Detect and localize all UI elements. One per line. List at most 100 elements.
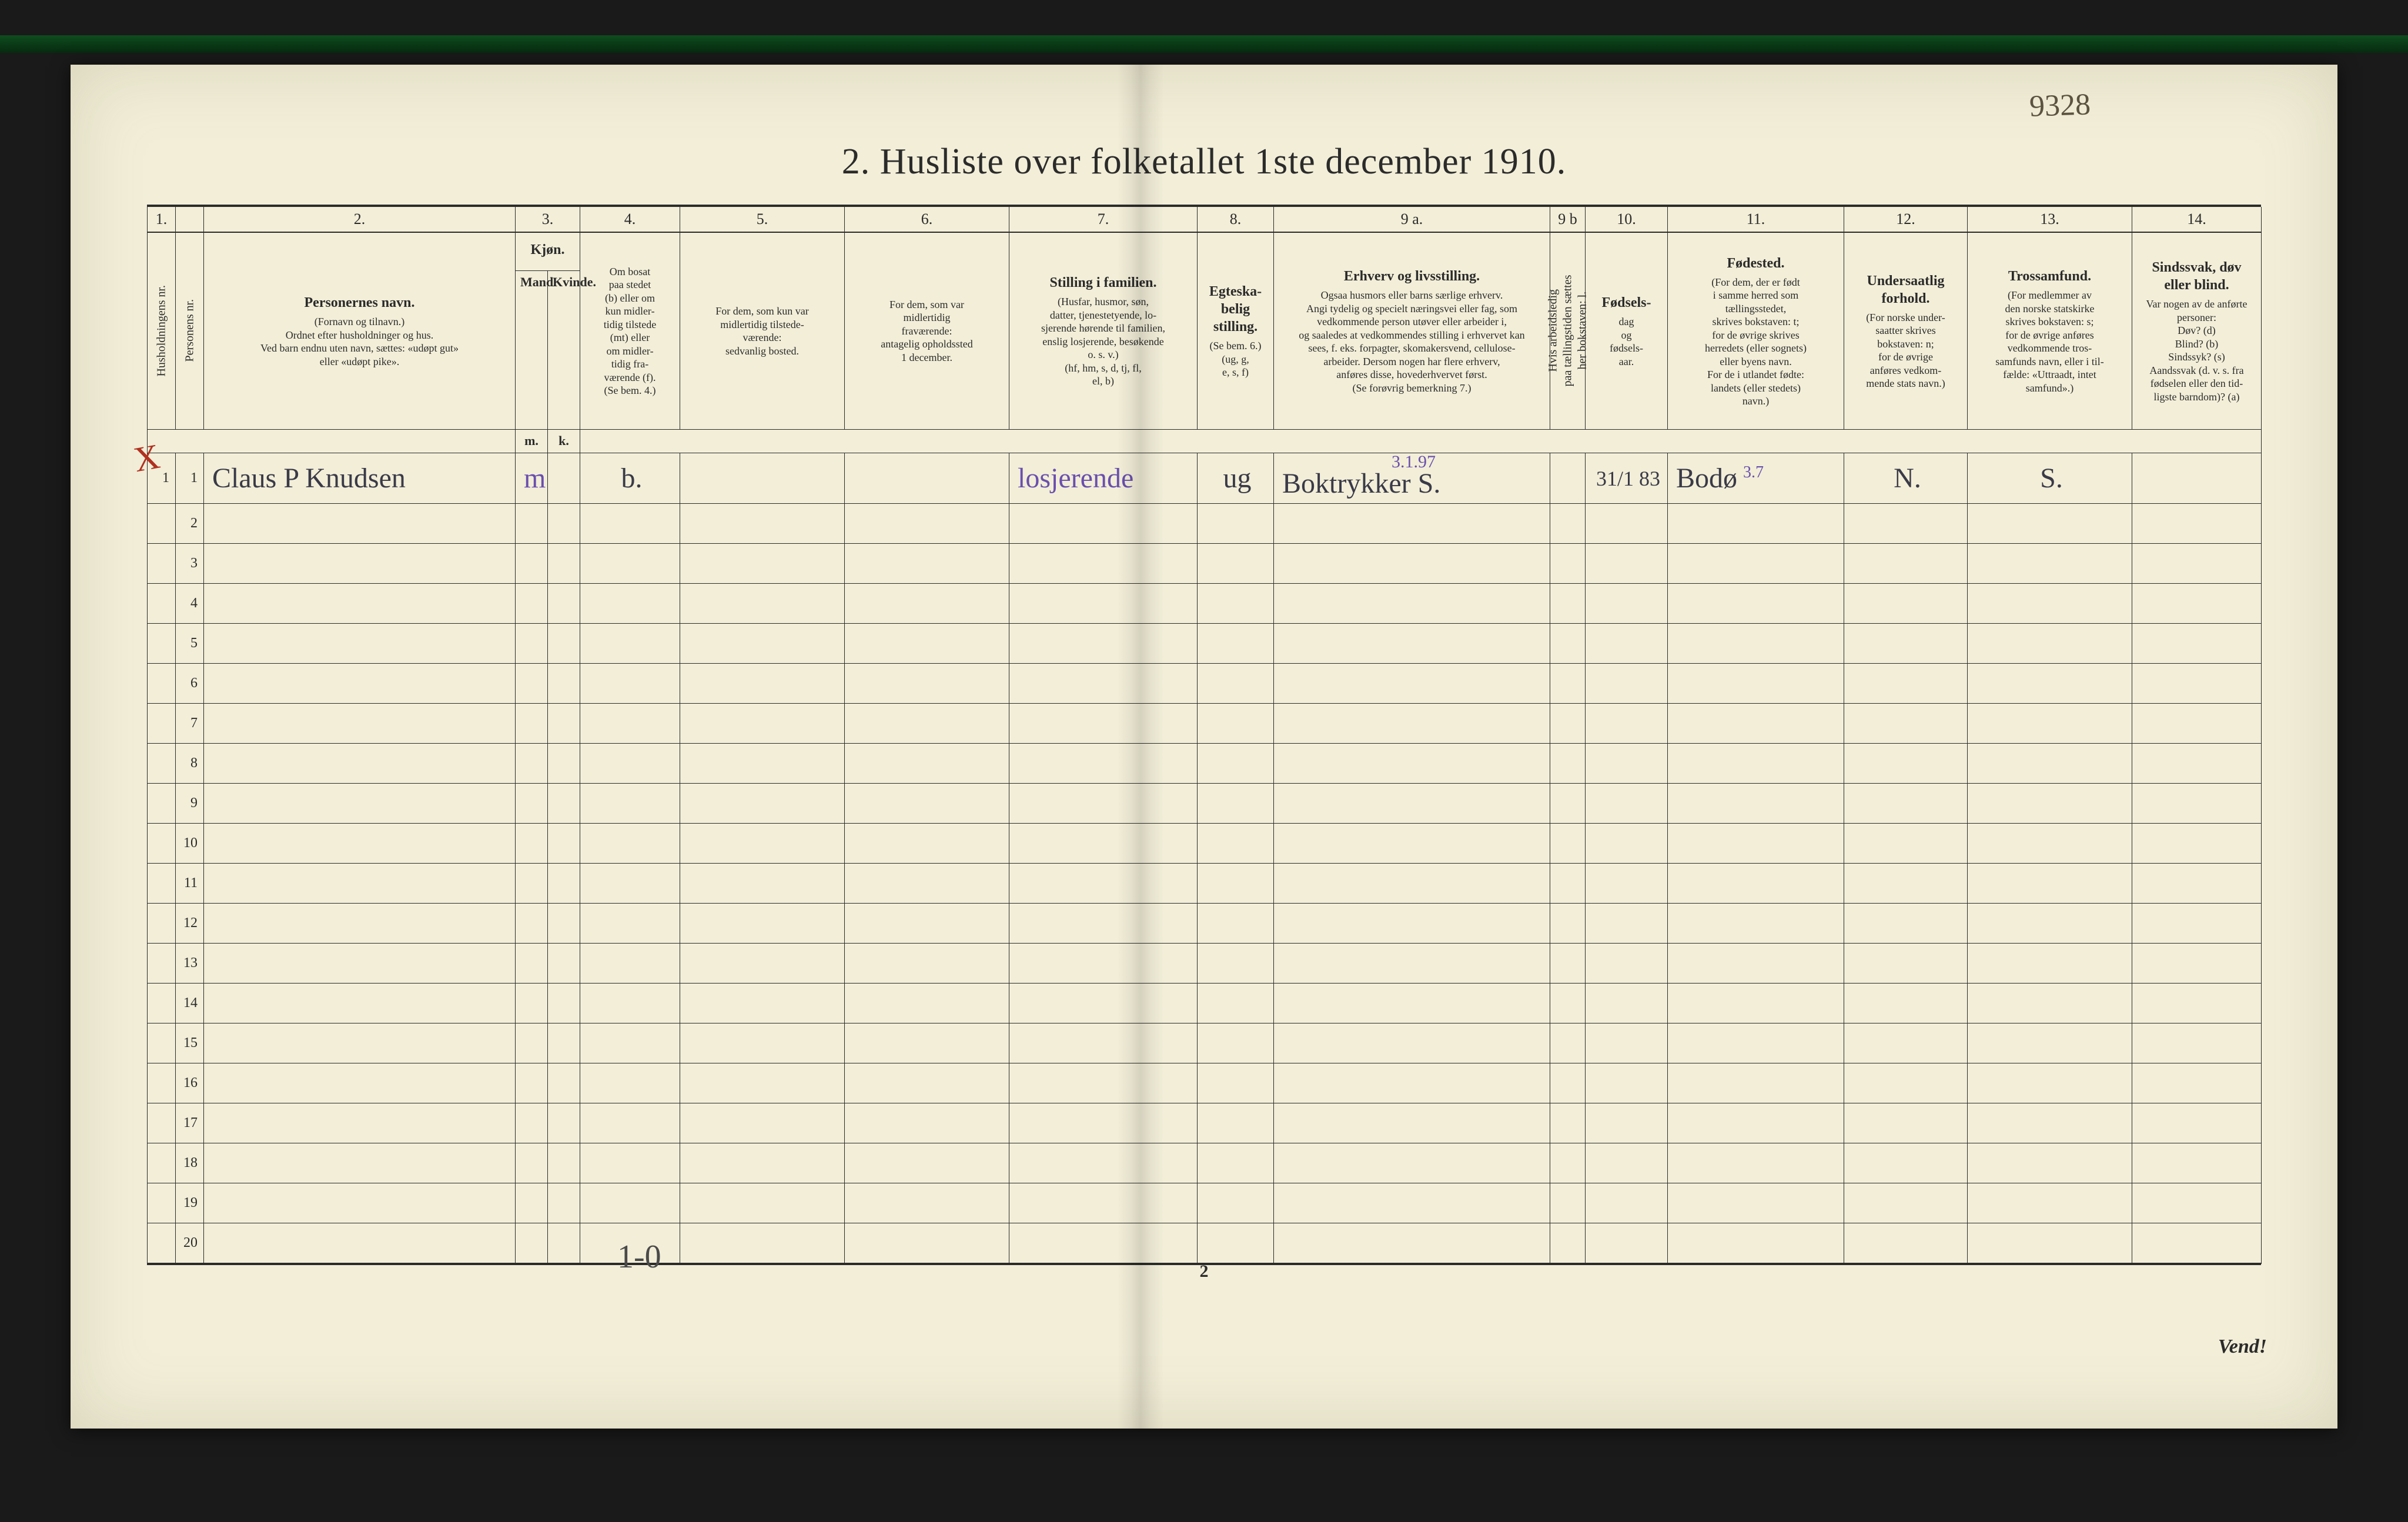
cell-erhverv: [1274, 864, 1550, 904]
cell-tilstede: [680, 904, 845, 944]
cell-sex-m: [516, 1143, 548, 1183]
cell-frav: [845, 664, 1009, 704]
cell-undersaat: [1844, 824, 1968, 864]
cell-sex-k: [548, 504, 580, 544]
cell-undersaat: [1844, 744, 1968, 784]
cell-sinds: [2132, 984, 2262, 1023]
cell-fodested: [1668, 664, 1844, 704]
cell-frav: [845, 904, 1009, 944]
cell-bosat: [580, 1183, 680, 1223]
cell-egtesk: [1198, 544, 1274, 584]
cell-fodselsdato: [1586, 504, 1668, 544]
cell-tilstede: [680, 944, 845, 984]
cell-sex-k: [548, 1103, 580, 1143]
cell-bosat: [580, 824, 680, 864]
cell-ledig: [1550, 824, 1586, 864]
cell-hh: [148, 624, 176, 664]
cell-sinds: [2132, 453, 2262, 504]
table-row: 10: [148, 824, 2262, 864]
cell-undersaat: [1844, 864, 1968, 904]
hdr-mand: Mand.: [516, 271, 548, 430]
cell-tros: [1968, 1063, 2132, 1103]
cell-famstilling: [1009, 1223, 1198, 1263]
cell-undersaat: [1844, 1223, 1968, 1263]
cell-frav: [845, 1183, 1009, 1223]
cell-name: [204, 624, 516, 664]
hdr-undersaat-bold: Undersaatlig forhold.: [1850, 272, 1961, 307]
cell-hh: [148, 544, 176, 584]
document-page: 9328 2. Husliste over folketallet 1ste d…: [71, 65, 2337, 1429]
cell-tros: [1968, 504, 2132, 544]
cell-tilstede: [680, 704, 845, 744]
hdr-erhverv-bold: Erhverv og livsstilling.: [1280, 267, 1544, 285]
cell-name: [204, 1143, 516, 1183]
cell-bosat: [580, 1023, 680, 1063]
cell-name: [204, 584, 516, 624]
cell-sex-k: [548, 664, 580, 704]
cell-sinds: [2132, 1223, 2262, 1263]
cell-undersaat: [1844, 944, 1968, 984]
cell-ledig: [1550, 1183, 1586, 1223]
cell-famstilling: losjerende: [1009, 453, 1198, 504]
cell-famstilling: [1009, 1143, 1198, 1183]
colnum-7: 7.: [1009, 207, 1198, 232]
colnum-11: 11.: [1668, 207, 1844, 232]
cell-fodested: [1668, 1063, 1844, 1103]
cell-fodselsdato: [1586, 784, 1668, 824]
cell-frav: [845, 944, 1009, 984]
cell-bosat: [580, 1103, 680, 1143]
cell-tilstede: [680, 1063, 845, 1103]
cell-hh: [148, 864, 176, 904]
cell-ledig: [1550, 784, 1586, 824]
cell-frav: [845, 624, 1009, 664]
cell-name: [204, 824, 516, 864]
cell-bosat: [580, 744, 680, 784]
cell-undersaat: [1844, 664, 1968, 704]
cell-person-nr: 2: [176, 504, 204, 544]
cell-frav: [845, 1223, 1009, 1263]
cell-undersaat: [1844, 504, 1968, 544]
cell-famstilling: [1009, 1063, 1198, 1103]
table-row: 7: [148, 704, 2262, 744]
cell-undersaat: [1844, 1063, 1968, 1103]
cell-famstilling: [1009, 864, 1198, 904]
cell-egtesk: [1198, 904, 1274, 944]
cell-fodselsdato: [1586, 1223, 1668, 1263]
cell-undersaat: [1844, 584, 1968, 624]
cell-sex-k: [548, 944, 580, 984]
hdr-sinds-rest: Var nogen av de anførte personer: Døv? (…: [2138, 297, 2255, 403]
cell-undersaat: [1844, 1183, 1968, 1223]
hdr-c7-text: For dem, som var midlertidig fraværende:…: [851, 298, 1003, 364]
cell-sex-k: [548, 624, 580, 664]
cell-egtesk: ug: [1198, 453, 1274, 504]
cell-fodselsdato: [1586, 704, 1668, 744]
cell-ledig: [1550, 1143, 1586, 1183]
colnum-1: 1.: [148, 207, 176, 232]
cell-ledig: [1550, 944, 1586, 984]
cell-tilstede: [680, 744, 845, 784]
cell-bosat: [580, 1143, 680, 1183]
cell-person-nr: 13: [176, 944, 204, 984]
cell-hh: [148, 1183, 176, 1223]
cell-hh: [148, 984, 176, 1023]
cell-ledig: [1550, 504, 1586, 544]
cell-erhverv: [1274, 904, 1550, 944]
cell-egtesk: [1198, 664, 1274, 704]
hdr-navn-rest: (Fornavn og tilnavn.) Ordnet efter husho…: [210, 315, 509, 368]
cell-hh: [148, 744, 176, 784]
cell-ledig: [1550, 1023, 1586, 1063]
cell-undersaat: [1844, 624, 1968, 664]
hdr-tros-bold: Trossamfund.: [1974, 267, 2126, 285]
cell-frav: [845, 824, 1009, 864]
hdr-undersaat: Undersaatlig forhold. (For norske under-…: [1844, 232, 1968, 430]
cell-erhverv: [1274, 504, 1550, 544]
cell-erhverv: [1274, 744, 1550, 784]
cell-egtesk: [1198, 1223, 1274, 1263]
cell-person-nr: 9: [176, 784, 204, 824]
cell-tilstede: [680, 864, 845, 904]
cell-famstilling: [1009, 824, 1198, 864]
cell-tros: [1968, 744, 2132, 784]
cell-sex-k: [548, 904, 580, 944]
hdr-fodested: Fødested. (For dem, der er født i samme …: [1668, 232, 1844, 430]
table-body: 11Claus P Knudsenmb.losjerendeug3.1.97Bo…: [148, 453, 2262, 1263]
